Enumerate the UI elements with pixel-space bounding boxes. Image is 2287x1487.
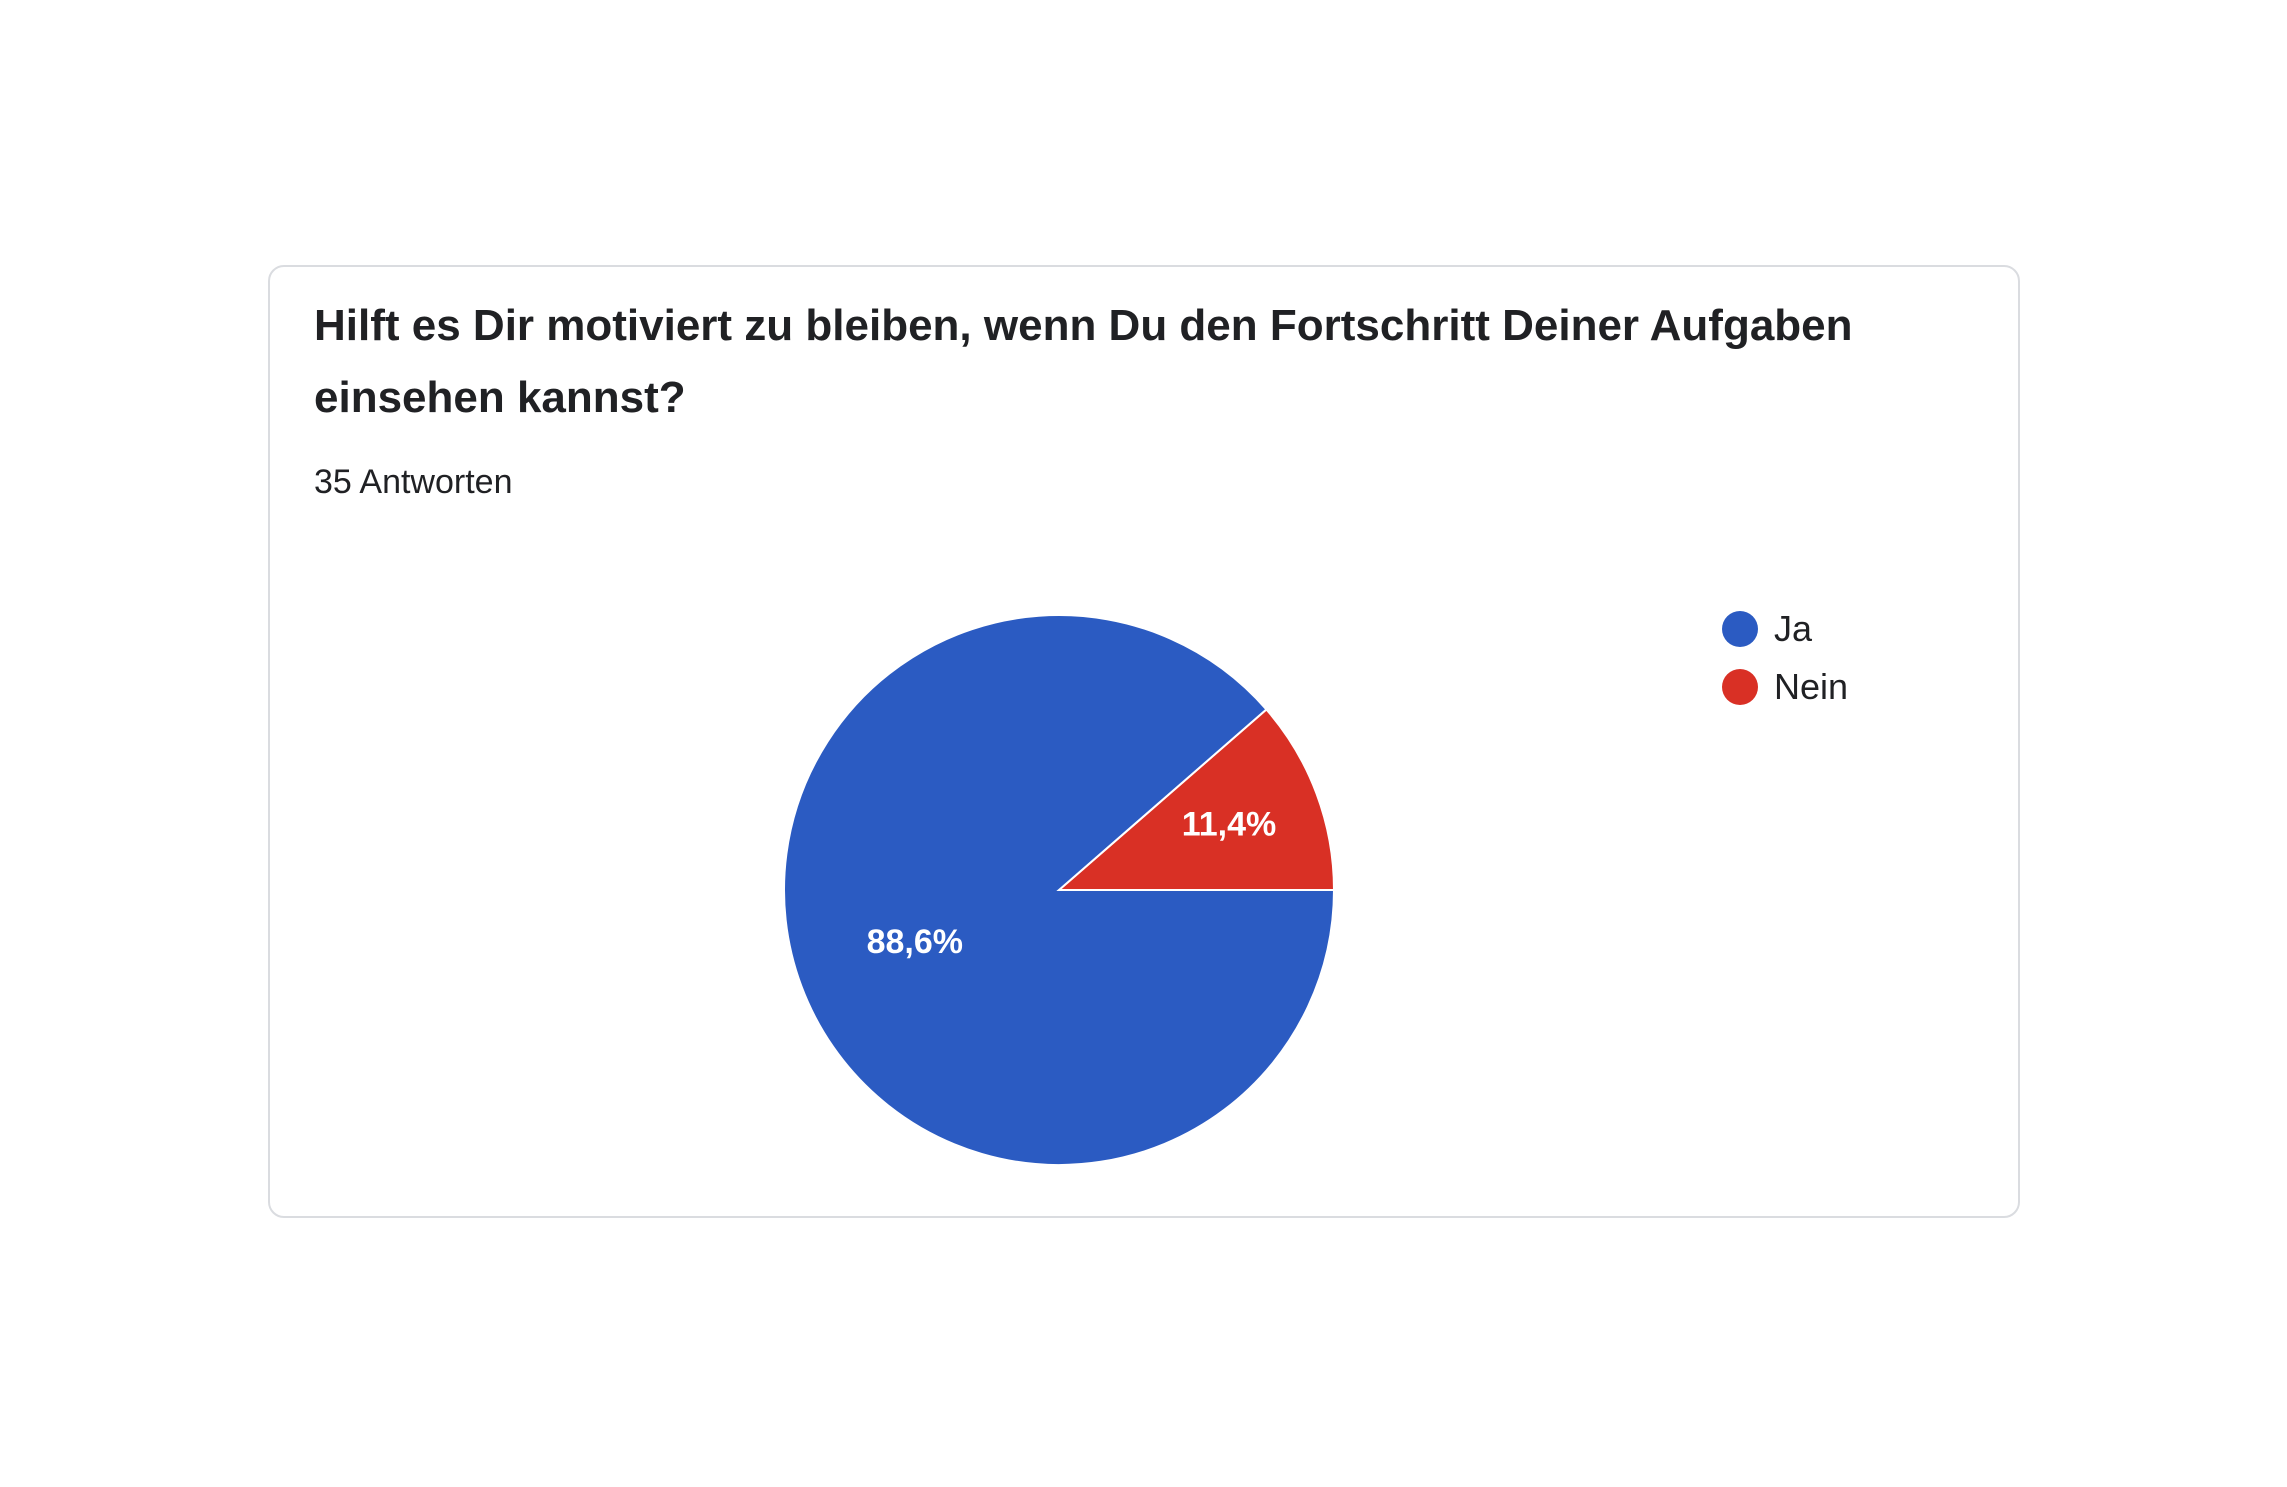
pie-slice-ja[interactable] bbox=[783, 613, 1336, 1166]
legend-item-nein[interactable]: Nein bbox=[1722, 658, 1848, 716]
pie-slices bbox=[783, 613, 1336, 1166]
pie-labels: 11,4% 88,6% bbox=[867, 805, 1277, 961]
legend-label-nein: Nein bbox=[1774, 666, 1849, 707]
legend-swatch-nein bbox=[1722, 669, 1758, 705]
question-title: Hilft es Dir motiviert zu bleiben, wenn … bbox=[314, 301, 1853, 422]
response-count: 35 Antworten bbox=[314, 463, 513, 501]
pie-label-nein: 11,4% bbox=[1182, 805, 1277, 843]
pie-slice-nein[interactable] bbox=[1056, 708, 1336, 891]
legend-swatch-ja bbox=[1722, 611, 1758, 647]
legend-item-ja[interactable]: Ja bbox=[1722, 600, 1848, 658]
legend: Ja Nein bbox=[1722, 600, 1848, 716]
pie-label-ja: 88,6% bbox=[867, 923, 963, 961]
legend-label-ja: Ja bbox=[1774, 608, 1813, 649]
